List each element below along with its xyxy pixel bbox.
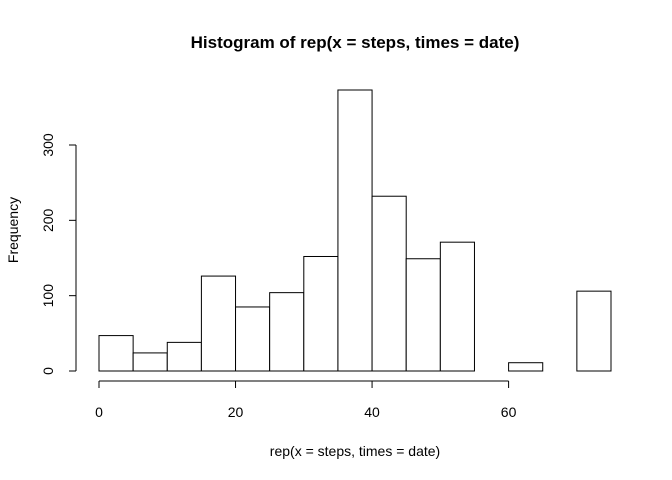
histogram-bar	[439, 241, 475, 372]
histogram-bar	[303, 255, 339, 372]
histogram-bar	[405, 258, 441, 372]
y-tick-label: 0	[40, 367, 56, 375]
histogram-bar	[508, 362, 544, 372]
histogram-bar	[269, 292, 305, 372]
x-axis: 0 20 40 60	[95, 380, 517, 420]
histogram-bar	[166, 341, 202, 372]
x-tick-label: 40	[364, 404, 380, 420]
histogram-bar	[132, 352, 168, 372]
histogram-bar	[337, 89, 373, 372]
y-axis: 0 100 200 300	[40, 133, 77, 375]
histogram-bar	[371, 195, 407, 372]
histogram-bar	[235, 306, 271, 372]
y-tick-label: 300	[40, 133, 56, 157]
histogram-bar	[576, 290, 612, 372]
y-axis-label: Frequency	[5, 197, 21, 263]
y-tick-label: 200	[40, 208, 56, 232]
x-tick-label: 60	[501, 404, 517, 420]
chart-title: Histogram of rep(x = steps, times = date…	[191, 33, 520, 52]
x-axis-label: rep(x = steps, times = date)	[270, 443, 440, 459]
y-tick-label: 100	[40, 284, 56, 308]
x-tick-label: 20	[228, 404, 244, 420]
histogram-bar	[98, 335, 134, 372]
histogram-bar	[200, 275, 237, 372]
bars-group	[98, 89, 612, 372]
x-tick-label: 0	[95, 404, 103, 420]
